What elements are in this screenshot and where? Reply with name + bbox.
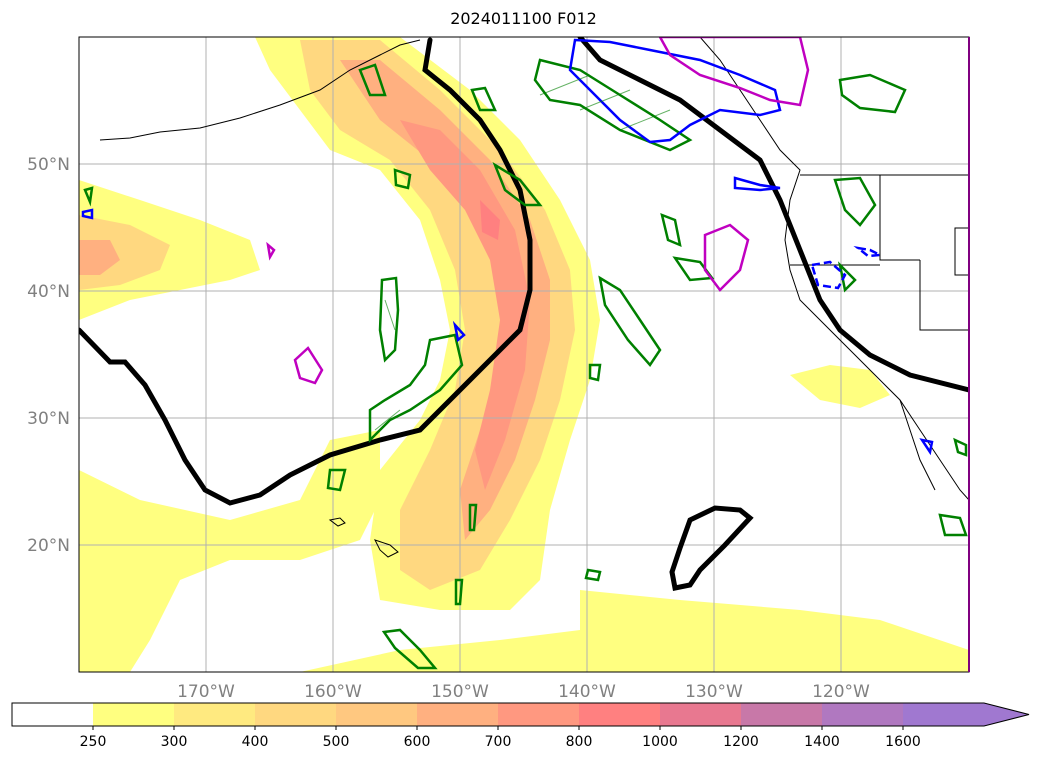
colorbar-tick-label: 400 (242, 734, 269, 750)
gridlines (79, 37, 969, 672)
ivt-sw-250 (79, 430, 380, 672)
colorbar-tick-label: 1400 (804, 734, 840, 750)
lat-label-30: 30°N (27, 409, 70, 429)
lon-label-150w: 150°W (431, 682, 489, 702)
ivt-west-250 (79, 180, 260, 320)
ivt-south-250 (300, 590, 969, 672)
lon-label-170w: 170°W (177, 682, 235, 702)
ivt-plume-1000 (480, 200, 500, 240)
plot-title: 2024011100 F012 (450, 9, 597, 28)
colorbar-segment (579, 703, 660, 726)
colorbar-tick-label: 250 (80, 734, 107, 750)
colorbar-segment (93, 703, 174, 726)
colorbar-segment (12, 703, 93, 726)
colorbar-segment (174, 703, 255, 726)
colorbar-segment (741, 703, 822, 726)
map-panel (79, 37, 969, 672)
ivt-east-250 (790, 365, 890, 408)
black-contour-north (577, 37, 969, 393)
colorbar-segment (822, 703, 903, 726)
blue-contours (81, 38, 934, 456)
colorbar-segment (660, 703, 741, 726)
colorbar-segment (336, 703, 417, 726)
colorbar-segment (498, 703, 579, 726)
lat-label-50: 50°N (27, 155, 70, 175)
colorbar-tick-label: 1200 (723, 734, 759, 750)
colorbar-segment-extend (903, 703, 1029, 726)
lon-label-140w: 140°W (558, 682, 616, 702)
colorbar-tick-label: 800 (566, 734, 593, 750)
ivt-plume-800 (400, 120, 530, 490)
colorbar-segment (255, 703, 336, 726)
colorbar-tick-label: 600 (404, 734, 431, 750)
coastlines (99, 37, 969, 558)
colorbar-tick-label: 300 (161, 734, 188, 750)
lon-label-120w: 120°W (812, 682, 870, 702)
lon-label-160w: 160°W (304, 682, 362, 702)
colorbar-segment (417, 703, 498, 726)
black-contour-main (79, 37, 533, 506)
magenta-contours (266, 37, 810, 385)
colorbar-tick-label: 500 (323, 734, 350, 750)
lat-label-20: 20°N (27, 536, 70, 556)
colorbar-tick-label: 1600 (885, 734, 921, 750)
hatching (374, 74, 671, 431)
green-contours (83, 58, 968, 670)
black-contour-loop (669, 505, 754, 591)
lon-label-130w: 130°W (685, 682, 743, 702)
colorbar-tick-label: 1000 (642, 734, 678, 750)
lat-label-40: 40°N (27, 282, 70, 302)
colorbar-outline (11, 702, 1030, 727)
black-contours (79, 37, 969, 591)
colorbar-tick-label: 700 (485, 734, 512, 750)
ivt-west-600 (79, 240, 120, 275)
colorbar: 250 300 400 500 600 700 800 1000 1200 1400 1600 (11, 702, 1030, 750)
ivt-fill-layer (79, 37, 969, 672)
